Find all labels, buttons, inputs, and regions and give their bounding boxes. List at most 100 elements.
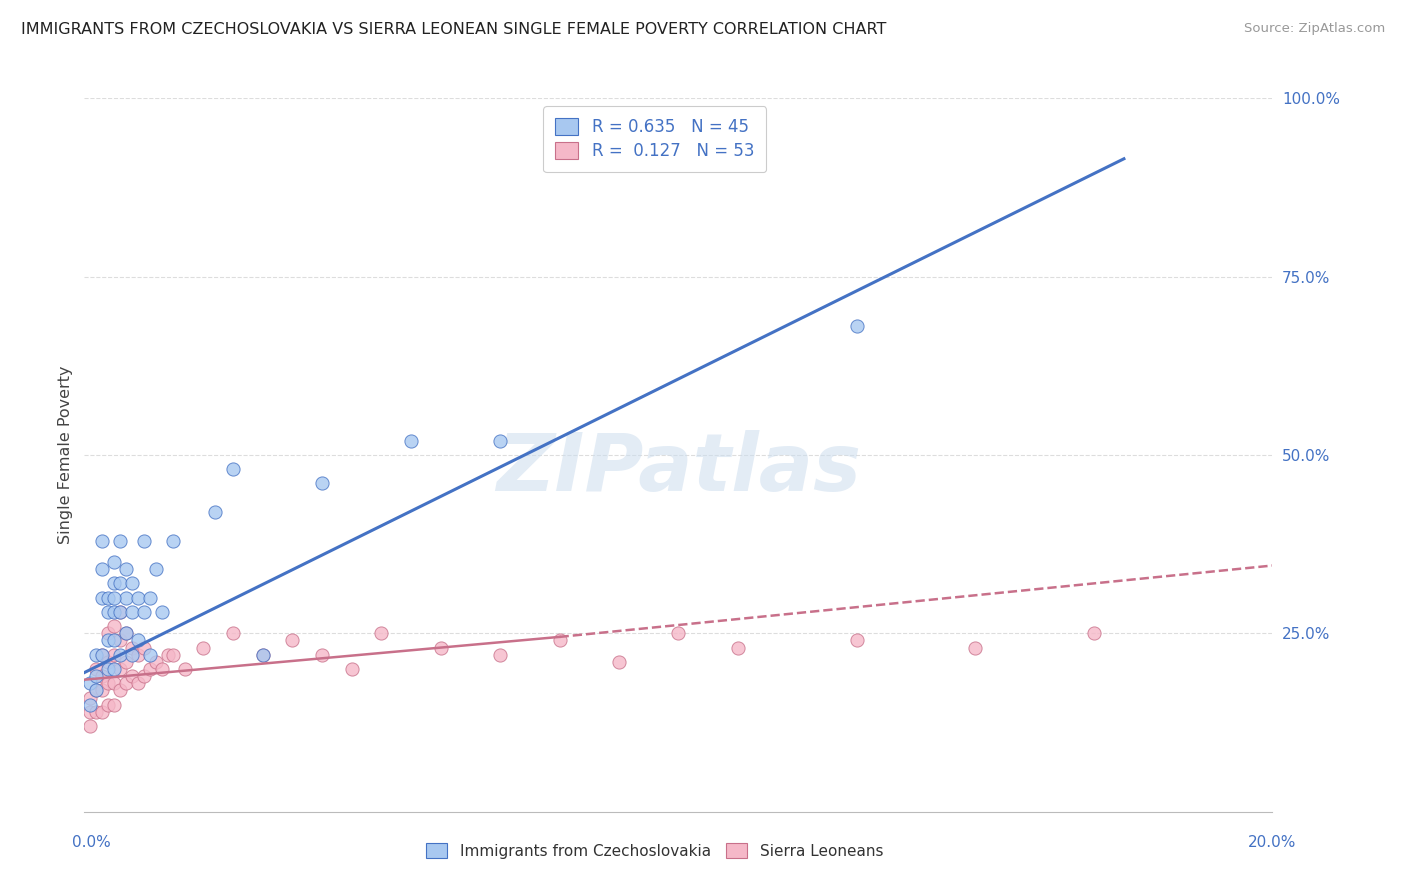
Point xyxy=(84,648,107,662)
Point xyxy=(121,605,143,619)
Point xyxy=(108,605,131,619)
Point xyxy=(138,591,160,605)
Point xyxy=(115,591,138,605)
Point xyxy=(115,655,138,669)
Point xyxy=(84,662,107,676)
Point xyxy=(108,683,131,698)
Text: ZIPatlas: ZIPatlas xyxy=(496,430,860,508)
Point xyxy=(97,591,120,605)
Point xyxy=(115,626,138,640)
Point xyxy=(103,555,125,569)
Point xyxy=(108,648,131,662)
Point xyxy=(845,319,868,334)
Legend: Immigrants from Czechoslovakia, Sierra Leoneans: Immigrants from Czechoslovakia, Sierra L… xyxy=(420,837,890,864)
Point xyxy=(108,633,131,648)
Point xyxy=(91,648,114,662)
Point xyxy=(121,576,143,591)
Point xyxy=(103,591,125,605)
Point xyxy=(108,533,131,548)
Point xyxy=(1083,626,1105,640)
Text: Source: ZipAtlas.com: Source: ZipAtlas.com xyxy=(1244,22,1385,36)
Point xyxy=(115,562,138,576)
Point xyxy=(727,640,749,655)
Point xyxy=(103,648,125,662)
Point xyxy=(370,626,392,640)
Point xyxy=(845,633,868,648)
Point xyxy=(150,605,173,619)
Point xyxy=(115,676,138,690)
Point xyxy=(103,576,125,591)
Point xyxy=(127,633,149,648)
Point xyxy=(108,605,131,619)
Point xyxy=(252,648,274,662)
Point xyxy=(489,648,512,662)
Point xyxy=(132,669,155,683)
Point xyxy=(127,648,149,662)
Point xyxy=(91,533,114,548)
Point xyxy=(79,705,101,719)
Point xyxy=(489,434,512,448)
Point xyxy=(91,591,114,605)
Text: IMMIGRANTS FROM CZECHOSLOVAKIA VS SIERRA LEONEAN SINGLE FEMALE POVERTY CORRELATI: IMMIGRANTS FROM CZECHOSLOVAKIA VS SIERRA… xyxy=(21,22,886,37)
Point xyxy=(399,434,422,448)
Point xyxy=(91,669,114,683)
Point xyxy=(138,662,160,676)
Point xyxy=(965,640,987,655)
Point xyxy=(79,690,101,705)
Point xyxy=(97,662,120,676)
Point xyxy=(311,648,333,662)
Point xyxy=(121,640,143,655)
Point xyxy=(132,605,155,619)
Point xyxy=(79,698,101,712)
Point xyxy=(84,669,107,683)
Point xyxy=(97,626,120,640)
Point xyxy=(97,655,120,669)
Point xyxy=(145,655,167,669)
Point xyxy=(132,640,155,655)
Point xyxy=(97,676,120,690)
Point xyxy=(127,676,149,690)
Point xyxy=(162,648,184,662)
Point xyxy=(103,605,125,619)
Point xyxy=(162,533,184,548)
Point xyxy=(97,605,120,619)
Point xyxy=(121,648,143,662)
Point xyxy=(84,683,107,698)
Point xyxy=(103,662,125,676)
Point xyxy=(91,705,114,719)
Point xyxy=(191,640,215,655)
Point xyxy=(108,576,131,591)
Point xyxy=(91,562,114,576)
Point xyxy=(108,662,131,676)
Point xyxy=(311,476,333,491)
Point xyxy=(97,698,120,712)
Text: 0.0%: 0.0% xyxy=(72,836,111,850)
Point xyxy=(281,633,304,648)
Point xyxy=(127,591,149,605)
Point xyxy=(548,633,571,648)
Point xyxy=(103,676,125,690)
Point xyxy=(222,462,245,476)
Point xyxy=(132,533,155,548)
Point xyxy=(138,648,160,662)
Point xyxy=(204,505,226,519)
Point xyxy=(91,648,114,662)
Point xyxy=(79,719,101,733)
Point xyxy=(607,655,630,669)
Point xyxy=(115,626,138,640)
Point xyxy=(156,648,179,662)
Y-axis label: Single Female Poverty: Single Female Poverty xyxy=(58,366,73,544)
Point xyxy=(121,669,143,683)
Text: 20.0%: 20.0% xyxy=(1249,836,1296,850)
Point xyxy=(252,648,274,662)
Point xyxy=(668,626,690,640)
Point xyxy=(430,640,453,655)
Point xyxy=(150,662,173,676)
Point xyxy=(222,626,245,640)
Point xyxy=(340,662,363,676)
Point xyxy=(84,683,107,698)
Point xyxy=(145,562,167,576)
Point xyxy=(103,633,125,648)
Point xyxy=(84,705,107,719)
Point xyxy=(97,633,120,648)
